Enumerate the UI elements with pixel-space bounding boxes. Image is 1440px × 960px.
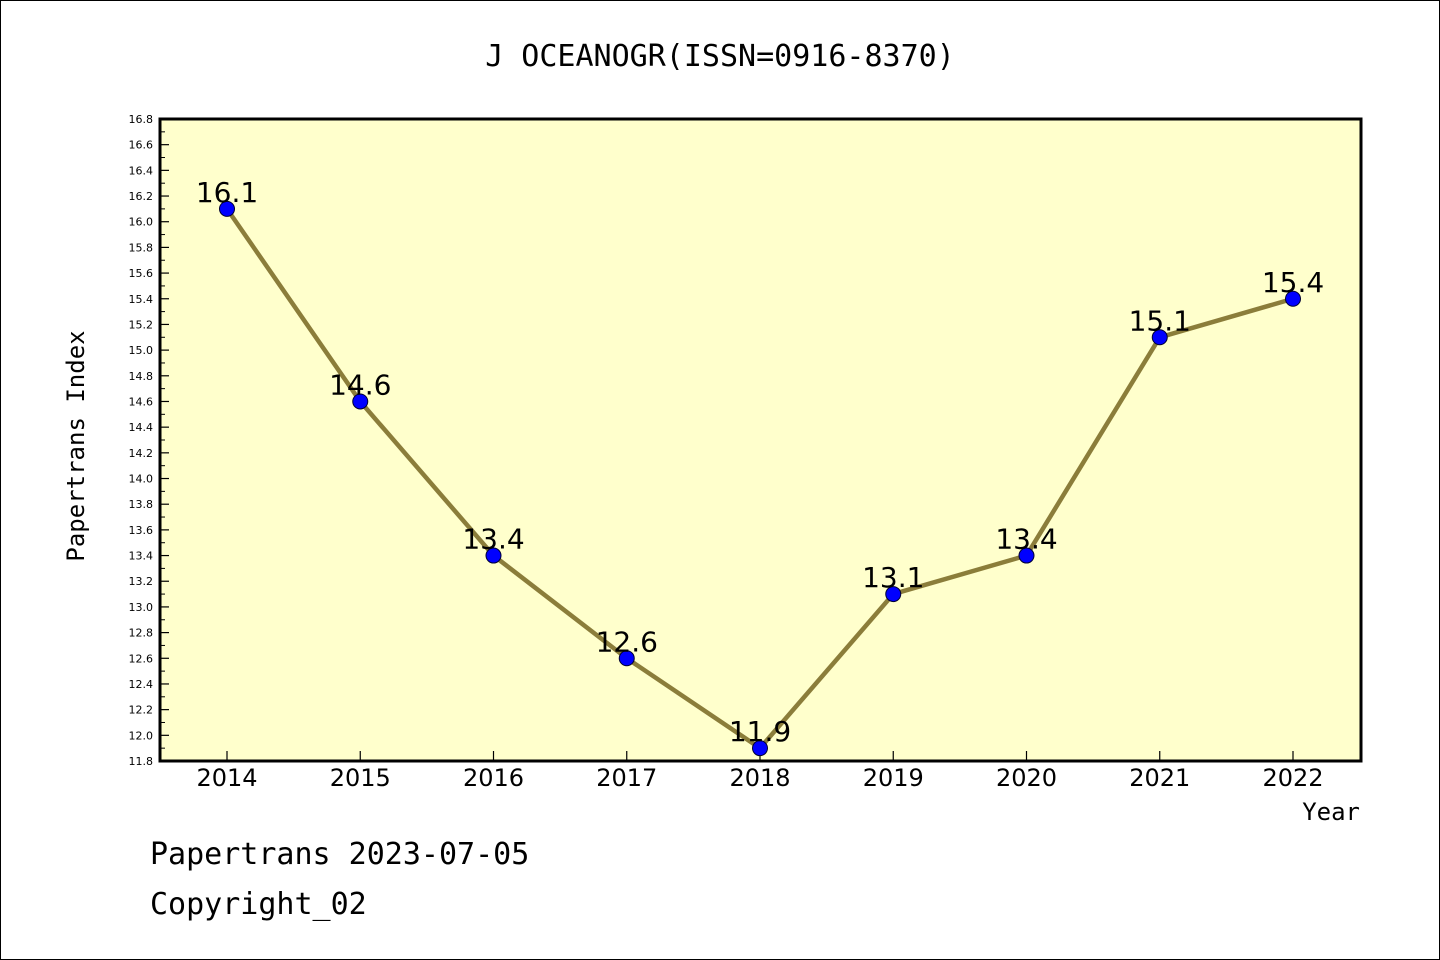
y-tick-label: 11.8	[129, 755, 154, 768]
data-label: 14.6	[329, 368, 391, 401]
y-tick-label: 12.0	[129, 729, 154, 742]
data-label: 13.4	[995, 523, 1057, 556]
data-label: 15.1	[1129, 304, 1191, 337]
x-axis-title: Year	[1302, 798, 1360, 826]
y-tick-label: 16.6	[129, 139, 154, 152]
y-tick-label: 14.0	[129, 473, 154, 486]
x-tick-label: 2015	[330, 764, 391, 792]
footer-copyright-text: Copyright_02	[150, 887, 367, 922]
data-label: 13.1	[862, 561, 924, 594]
y-tick-label: 13.8	[129, 498, 154, 511]
x-tick-label: 2018	[729, 764, 790, 792]
x-tick-label: 2020	[996, 764, 1057, 792]
y-tick-label: 15.8	[129, 241, 154, 254]
data-point	[752, 740, 768, 757]
data-point	[885, 586, 902, 603]
y-tick-label: 16.4	[129, 164, 154, 177]
y-tick-label: 12.8	[129, 627, 154, 640]
data-point	[485, 547, 502, 564]
footer-date-text: Papertrans 2023-07-05	[150, 837, 529, 872]
plot-area	[158, 117, 1363, 763]
y-tick-label: 14.6	[129, 395, 154, 408]
data-label: 16.1	[196, 176, 258, 209]
data-point	[1151, 329, 1168, 346]
data-labels: 16.1 14.6 13.4 12.6 11.9 13.1 13.4 15.1 15.4	[196, 176, 1324, 748]
y-tick-label: 16.0	[129, 216, 154, 229]
y-tick-label: 16.2	[129, 190, 154, 203]
y-tick-label: 13.6	[129, 524, 154, 537]
y-tick-label: 15.2	[129, 318, 154, 331]
x-axis: 2014 2015 2016 2017 2018 2019 2020 2021 2022	[196, 751, 1324, 792]
y-tick-label: 15.0	[129, 344, 154, 357]
y-tick-label: 14.4	[129, 421, 154, 434]
data-markers	[219, 200, 1301, 757]
x-tick-label: 2021	[1129, 764, 1190, 792]
y-tick-label: 15.6	[129, 267, 154, 280]
data-point	[1285, 290, 1301, 307]
x-tick-label: 2014	[196, 764, 257, 792]
y-tick-label: 13.0	[129, 601, 154, 614]
x-tick-label: 2016	[463, 764, 524, 792]
data-point	[352, 393, 369, 410]
y-axis: 11.8 12.0 12.2 12.4 12.6 12.8 13.0 13.2 13.4 13.6…	[129, 113, 169, 768]
chart-title: J OCEANOGR(ISSN=0916-8370)	[485, 39, 955, 74]
data-label: 13.4	[462, 523, 524, 556]
y-tick-label: 12.2	[129, 704, 154, 717]
y-tick-label: 14.2	[129, 447, 154, 460]
x-tick-label: 2019	[863, 764, 924, 792]
y-tick-label: 13.2	[129, 575, 154, 588]
y-tick-label: 16.8	[129, 113, 154, 126]
y-axis-title: Papertrans Index	[62, 330, 90, 561]
y-tick-label: 14.8	[129, 370, 154, 383]
data-point	[618, 650, 635, 667]
y-tick-label: 12.6	[129, 652, 154, 665]
data-label: 11.9	[729, 715, 791, 748]
data-label: 12.6	[596, 625, 658, 658]
x-tick-label: 2017	[596, 764, 657, 792]
x-tick-label: 2022	[1262, 764, 1323, 792]
data-point	[219, 200, 235, 217]
data-point	[1018, 547, 1035, 564]
data-label: 15.4	[1262, 266, 1324, 299]
y-tick-label: 13.4	[129, 550, 154, 563]
y-tick-label: 15.4	[129, 293, 154, 306]
y-tick-label: 12.4	[129, 678, 154, 691]
